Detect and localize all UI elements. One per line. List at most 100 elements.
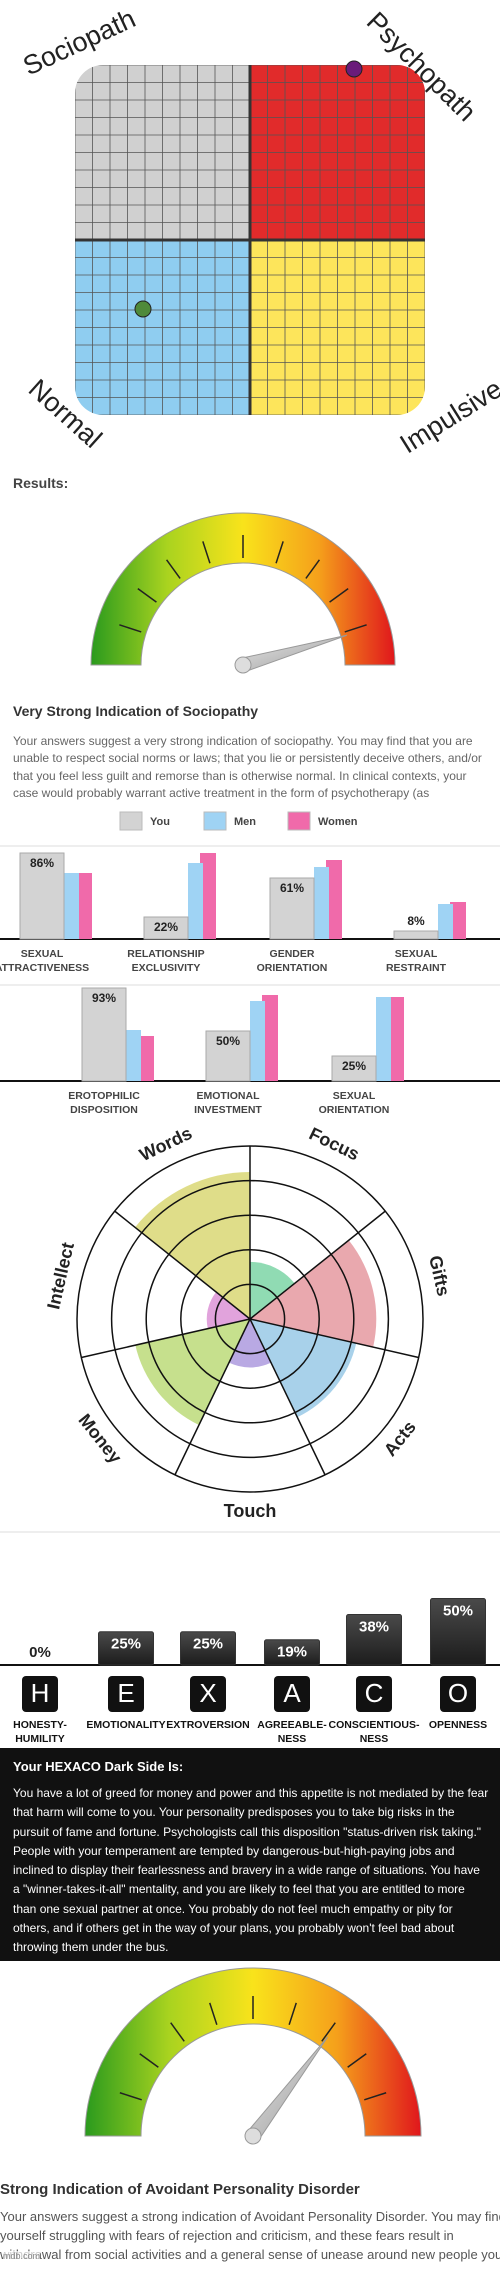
polar-wedge	[250, 1319, 357, 1418]
category-label: HONESTY-	[13, 1719, 67, 1731]
gauge-needle	[246, 2036, 329, 2141]
polar-spoke	[114, 1210, 251, 1320]
bar	[76, 873, 92, 939]
bar	[346, 1613, 402, 1666]
category-label: NESS	[360, 1733, 389, 1745]
letter-tile	[190, 1676, 226, 1712]
value-label: 8%	[407, 914, 425, 928]
bar	[250, 1001, 265, 1081]
category-label: EXCLUSIVITY	[132, 962, 201, 974]
bar	[19, 852, 65, 940]
polar-label: Money	[74, 1410, 125, 1467]
value-label: 0%	[29, 1644, 51, 1661]
polar-spoke	[249, 1318, 419, 1359]
polar-wedge	[228, 1319, 272, 1368]
bar	[64, 873, 79, 939]
value-label: 61%	[280, 881, 304, 895]
value-label: 93%	[92, 991, 116, 1005]
category-label: EMOTIONALITY	[86, 1719, 165, 1731]
value-label: 25%	[193, 1636, 223, 1653]
letter: H	[31, 1678, 50, 1708]
result-dot	[134, 300, 152, 318]
category-label: NESS	[278, 1733, 307, 1745]
bar	[269, 877, 315, 940]
value-label: 25%	[342, 1059, 366, 1073]
polar-label: Intellect	[43, 1240, 78, 1311]
gauge-arc	[90, 512, 396, 666]
quadrant-grid	[75, 65, 425, 415]
gauge-tick	[119, 624, 142, 633]
bar	[388, 997, 404, 1081]
bar	[126, 1030, 141, 1081]
category-label: HUMILITY	[15, 1733, 65, 1745]
gauge-tick	[119, 2092, 142, 2101]
letter: O	[448, 1678, 468, 1708]
category-label: SEXUAL	[21, 948, 64, 960]
polar-label: Acts	[380, 1417, 420, 1460]
gauge-tick	[137, 587, 157, 603]
category-label: SEXUAL	[395, 948, 438, 960]
letter-tile	[356, 1676, 392, 1712]
polar-spoke	[174, 1318, 251, 1476]
gauge-tick	[347, 2053, 367, 2068]
bar	[188, 863, 203, 939]
category-label: AGREEABLE-	[257, 1719, 327, 1731]
dark-side-text: You have a lot of greed for money and po…	[13, 1786, 489, 1955]
bar	[326, 860, 342, 939]
category-label: RESTRAINT	[386, 962, 447, 974]
result-dot	[345, 60, 363, 78]
letter-tile	[440, 1676, 476, 1712]
gauge-tick	[288, 2002, 297, 2025]
gauge-tick	[321, 2022, 336, 2042]
bar	[430, 1598, 486, 1666]
gauge-tick	[275, 541, 284, 564]
value-label: 38%	[359, 1618, 389, 1635]
letter: A	[283, 1678, 301, 1708]
legend-label: You	[150, 816, 170, 828]
letter: C	[365, 1678, 384, 1708]
results-label: Results:	[13, 475, 69, 491]
bar	[180, 1631, 236, 1666]
gauge-tick	[139, 2053, 159, 2068]
polar-spoke	[249, 1210, 386, 1320]
letter-tile	[108, 1676, 144, 1712]
bar	[331, 1055, 377, 1082]
section-title: Very Strong Indication of Sociopathy	[13, 703, 259, 719]
polar-wedge	[135, 1171, 250, 1319]
value-label: 25%	[111, 1636, 141, 1653]
gauge-tick	[305, 559, 321, 579]
section-title: Strong Indication of Avoidant Personalit…	[0, 2181, 360, 2198]
letter: E	[117, 1678, 134, 1708]
value-label: 86%	[30, 856, 54, 870]
bar	[314, 867, 329, 939]
category-label: ORIENTATION	[257, 962, 328, 974]
gauge-hub	[234, 656, 252, 674]
category-label: EROTOPHILIC	[68, 1090, 140, 1102]
category-label: EMOTIONAL	[197, 1090, 261, 1102]
category-label: ATTRACTIVENESS	[0, 962, 89, 974]
letter-tile	[274, 1676, 310, 1712]
gauge-arc	[84, 1967, 422, 2137]
dark-side-title: Your HEXACO Dark Side Is:	[13, 1759, 184, 1774]
gauge-tick	[165, 559, 181, 579]
category-label: RELATIONSHIP	[127, 948, 204, 960]
section-text: Your answers suggest a very strong indic…	[13, 734, 482, 800]
category-label: DISPOSITION	[70, 1104, 138, 1116]
value-label: 50%	[443, 1602, 473, 1619]
value-label: 19%	[277, 1644, 307, 1661]
legend-swatch	[119, 811, 143, 831]
value-label: 50%	[216, 1034, 240, 1048]
polar-label: Gifts	[425, 1254, 454, 1298]
bar	[438, 904, 453, 939]
bar	[98, 1631, 154, 1666]
bar	[143, 916, 189, 940]
legend-label: Men	[234, 816, 256, 828]
category-label: OPENNESS	[429, 1719, 487, 1731]
gauge-tick	[364, 2092, 387, 2101]
polar-wedge	[250, 1261, 295, 1319]
gauge-needle	[240, 634, 347, 673]
bar	[138, 1036, 154, 1081]
legend-swatch	[287, 811, 311, 831]
bar	[81, 987, 127, 1082]
value-label: 22%	[154, 920, 178, 934]
